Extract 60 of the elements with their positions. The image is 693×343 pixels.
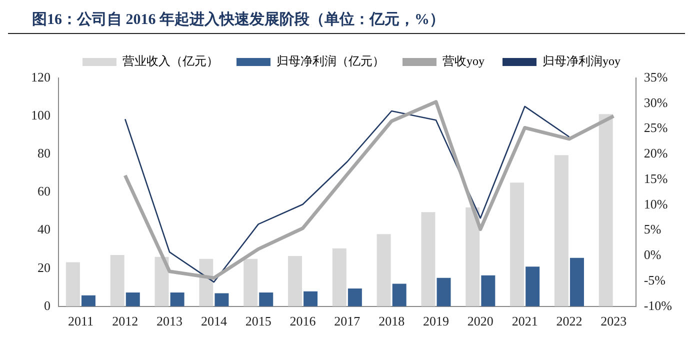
bar	[259, 292, 274, 306]
x-tick-label: 2019	[422, 314, 449, 329]
x-tick-label: 2023	[600, 314, 627, 329]
bar	[110, 255, 124, 306]
y2-tick-label: -5%	[644, 272, 666, 288]
x-tick-label: 2013	[156, 314, 183, 329]
bar	[81, 295, 96, 306]
bar	[421, 212, 436, 306]
bar	[570, 258, 584, 306]
bar	[170, 292, 184, 306]
x-tick-label: 2011	[68, 314, 94, 329]
x-tick-label: 2017	[334, 314, 361, 329]
y2-tick-label: 25%	[644, 120, 668, 136]
y2-tick-label: 30%	[644, 94, 668, 110]
x-tick-label: 2012	[112, 314, 138, 329]
x-tick-label: 2021	[512, 314, 538, 329]
y2-tick-label: 10%	[644, 196, 668, 212]
x-tick-label: 2018	[378, 314, 405, 329]
y2-tick-label: -10%	[644, 298, 672, 313]
bar	[244, 258, 258, 306]
y-tick-label: 20	[38, 260, 50, 275]
x-tick-label: 2015	[245, 314, 272, 329]
bar	[526, 266, 540, 306]
bar	[199, 258, 214, 306]
y-tick-label: 40	[38, 222, 50, 237]
legend-label: 营收yoy	[442, 54, 484, 68]
x-tick-label: 2020	[467, 314, 494, 329]
bar	[598, 114, 613, 306]
bar	[510, 182, 524, 306]
bar	[304, 291, 318, 306]
bar	[348, 288, 362, 306]
y-tick-label: 100	[31, 107, 50, 122]
y2-tick-label: 15%	[644, 170, 668, 186]
y-tick-label: 0	[44, 298, 50, 313]
y2-tick-label: 35%	[644, 69, 668, 84]
legend-label: 营业收入（亿元）	[122, 54, 218, 68]
y2-tick-label: 0%	[644, 247, 662, 262]
bar	[332, 248, 346, 306]
legend-label: 归母净利润（亿元）	[276, 54, 384, 68]
bar	[66, 262, 80, 306]
bar	[481, 275, 496, 306]
y-tick-label: 80	[38, 146, 50, 161]
y-tick-label: 60	[38, 184, 50, 199]
legend-label: 归母净利润yoy	[542, 54, 620, 68]
chart-title: 图16：公司自 2016 年起进入快速发展阶段（单位：亿元，%）	[8, 8, 685, 34]
x-tick-label: 2022	[556, 314, 582, 329]
bar	[154, 256, 169, 306]
y2-tick-label: 5%	[644, 222, 662, 237]
bar	[466, 207, 480, 306]
y2-tick-label: 20%	[644, 146, 668, 161]
bar	[554, 155, 568, 306]
y-tick-label: 120	[31, 69, 50, 84]
bar	[126, 292, 140, 306]
bar	[392, 284, 406, 306]
bar	[288, 256, 302, 306]
bar	[436, 278, 451, 306]
x-tick-label: 2014	[200, 314, 228, 329]
bar	[214, 293, 229, 306]
x-tick-label: 2016	[290, 314, 316, 329]
bar	[376, 234, 391, 306]
